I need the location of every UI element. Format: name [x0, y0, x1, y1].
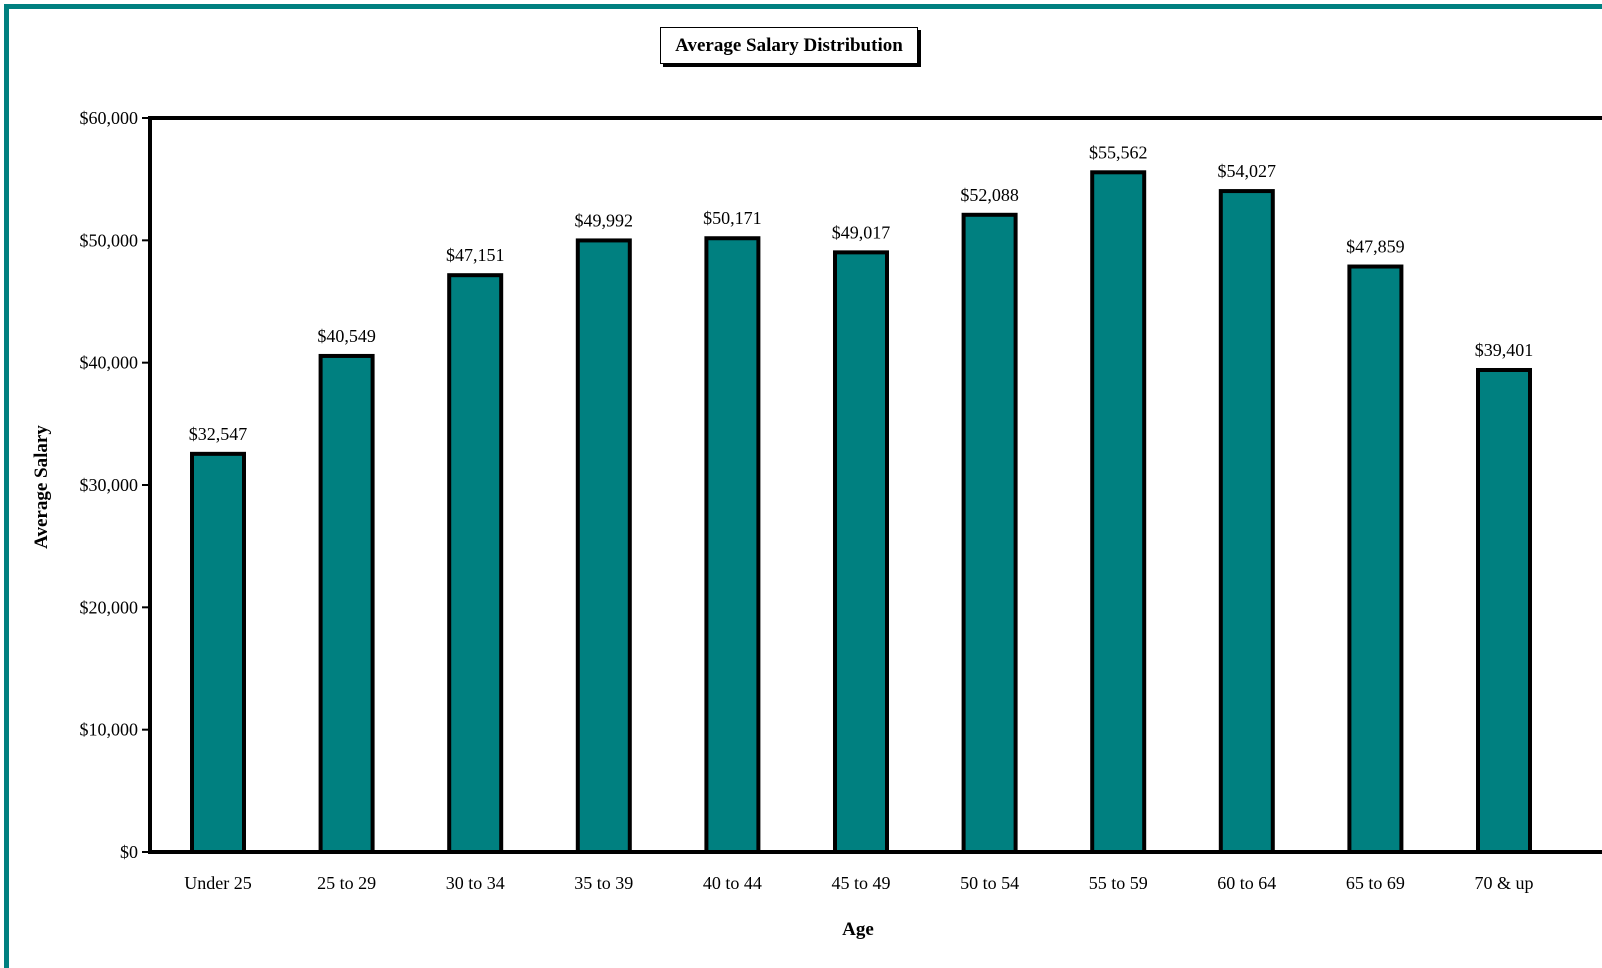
y-tick-label: $10,000	[80, 720, 139, 740]
bar	[1347, 264, 1404, 854]
bar	[1090, 170, 1147, 855]
x-tick-label: 60 to 64	[1217, 873, 1276, 893]
data-label: $40,549	[317, 326, 376, 346]
data-label: $49,992	[575, 210, 634, 230]
data-label: $52,088	[960, 185, 1019, 205]
bar	[833, 250, 889, 854]
data-label: $49,017	[832, 222, 891, 242]
x-tick-label: 35 to 39	[574, 873, 633, 893]
bar	[961, 212, 1018, 854]
bar	[575, 238, 632, 854]
bar	[1218, 189, 1275, 854]
x-axis-title: Age	[842, 919, 874, 940]
x-tick-label: 65 to 69	[1346, 873, 1405, 893]
data-label: $32,547	[189, 424, 248, 444]
y-tick-label: $20,000	[80, 597, 139, 617]
x-tick-label: 40 to 44	[703, 873, 762, 893]
x-tick-label: 25 to 29	[317, 873, 376, 893]
y-tick-label: $60,000	[80, 108, 139, 128]
chart-title: Average Salary Distribution	[660, 27, 918, 64]
y-tick-label: $0	[120, 842, 138, 862]
x-tick-label: 50 to 54	[960, 873, 1019, 893]
bar	[318, 353, 375, 854]
y-tick-label: $30,000	[80, 475, 139, 495]
x-tick-label: 30 to 34	[446, 873, 505, 893]
y-tick-label: $50,000	[80, 230, 139, 250]
y-axis-title: Average Salary	[31, 425, 52, 549]
x-tick-label: 55 to 59	[1089, 873, 1148, 893]
data-label: $50,171	[703, 208, 762, 228]
bar	[1476, 367, 1532, 854]
data-label: $47,859	[1346, 237, 1405, 257]
bar	[190, 451, 246, 854]
data-label: $54,027	[1218, 161, 1277, 181]
data-label: $39,401	[1475, 340, 1534, 360]
data-label: $55,562	[1089, 142, 1148, 162]
chart-frame	[4, 4, 1602, 968]
bar	[704, 236, 761, 854]
x-tick-label: 45 to 49	[831, 873, 890, 893]
plot-area: $0 $10,000 $20,000 $30,000 $40,000 $50,000 $60…	[80, 108, 1602, 893]
x-tick-label: Under 25	[184, 873, 251, 893]
data-label: $47,151	[446, 245, 505, 265]
y-tick-label: $40,000	[80, 353, 139, 373]
x-tick-label: 70 & up	[1474, 873, 1533, 893]
bar	[447, 273, 504, 854]
